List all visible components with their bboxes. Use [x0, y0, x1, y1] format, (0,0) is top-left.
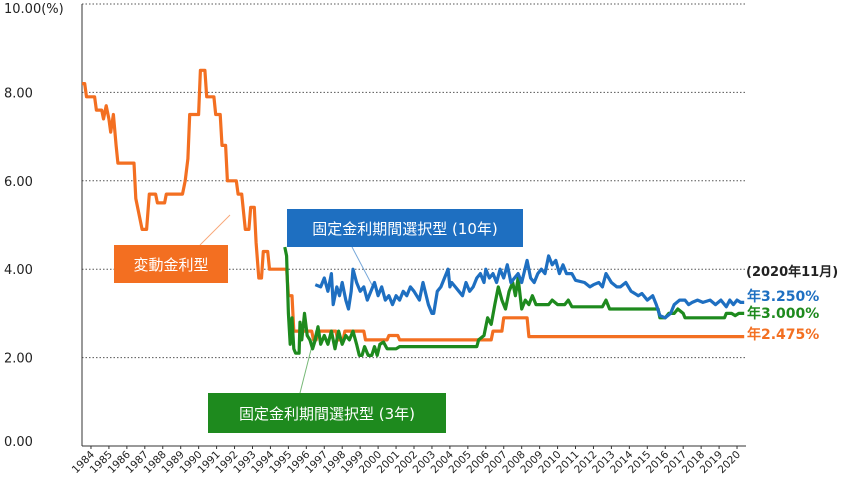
y-tick-labels: 0.00 2.00 4.00 6.00 8.00 — [4, 86, 33, 450]
end-value-label: 年3.000% — [747, 305, 819, 322]
series-lines — [82, 68, 745, 357]
annotation-box — [114, 245, 228, 283]
y-tick-label: 0.00 — [4, 435, 33, 450]
end-value-label: 年3.250% — [747, 288, 819, 305]
annotation-label: 変動金利型 — [133, 256, 208, 274]
series-line-2 — [314, 254, 745, 320]
annotation-label: 固定金利期間選択型 (10年) — [312, 220, 498, 238]
annotation-label: 固定金利期間選択型 (3年) — [239, 405, 415, 423]
annotation-leader — [199, 214, 231, 246]
end-date-label: (2020年11月) — [746, 264, 838, 280]
annotation-leader — [351, 246, 373, 286]
annotation-box — [287, 209, 523, 247]
series-line-1 — [283, 246, 745, 357]
annotation-box — [208, 393, 446, 433]
end-value-label: 年2.475% — [747, 326, 819, 343]
end-labels: (2020年11月) 年3.250%年3.000% 年2.475% — [746, 264, 838, 343]
y-tick-label: 6.00 — [4, 175, 33, 190]
grid-lines — [82, 3, 746, 359]
annotation-leader — [299, 329, 317, 394]
y-unit-label: 10.00(%) — [4, 2, 64, 17]
y-tick-label: 8.00 — [4, 86, 33, 101]
y-tick-label: 2.00 — [4, 352, 33, 367]
x-tick-labels: 1984198519861987198819891990199119921993… — [70, 446, 743, 476]
y-tick-label: 4.00 — [4, 263, 33, 278]
